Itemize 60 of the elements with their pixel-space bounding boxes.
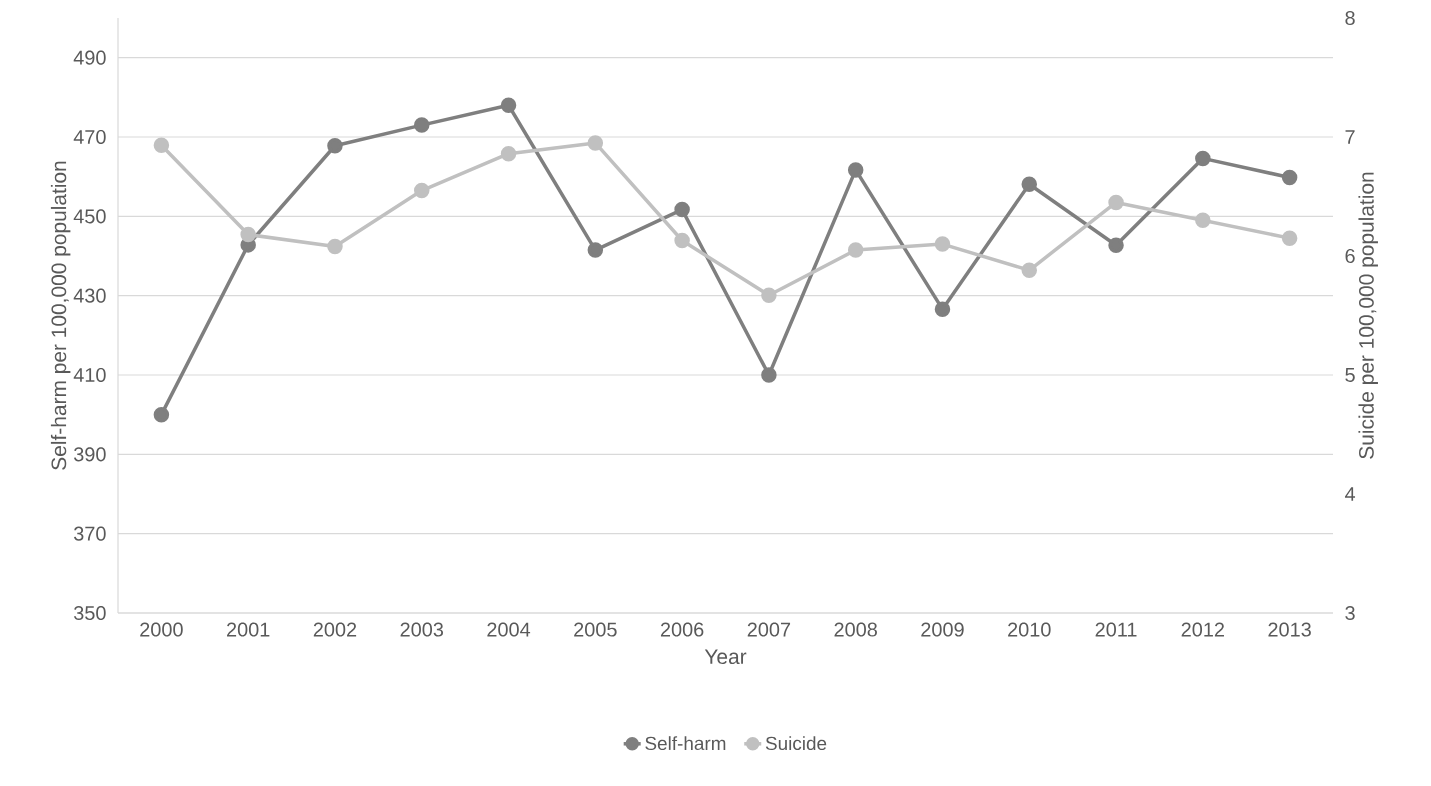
y-tick-label: 410 (73, 367, 106, 383)
legend-label: Suicide (765, 736, 827, 751)
point (500, 145, 517, 162)
x-tick-label: 2001 (227, 622, 270, 637)
y2-tick-label: 3 (1345, 605, 1355, 621)
point (1281, 230, 1298, 246)
point (1108, 194, 1124, 211)
y-axis-title: Self-harm per 100,000 population (50, 161, 71, 470)
point (327, 238, 343, 255)
point (1108, 237, 1124, 254)
point (500, 97, 517, 114)
point (153, 137, 170, 154)
x-tick-label: 2006 (660, 622, 704, 637)
y2-tick-label: 4 (1344, 487, 1356, 501)
point (761, 287, 777, 304)
y-tick-label: 470 (73, 129, 106, 145)
x-tick-label: 2007 (747, 622, 791, 637)
x-axis-title: Year (704, 649, 747, 665)
point (1021, 176, 1038, 192)
x-tick-label: 2002 (313, 622, 357, 637)
point (587, 242, 604, 258)
y-tick-label: 370 (74, 526, 106, 541)
point (1195, 150, 1211, 167)
point (153, 406, 170, 423)
point (587, 135, 604, 151)
y2-axis-title: Suicide per 100,000 population (1358, 172, 1378, 459)
y-tick-label: 490 (73, 50, 106, 65)
x-tick-label: 2012 (1181, 622, 1224, 637)
y-tick-label: 390 (74, 447, 106, 462)
point (761, 367, 777, 383)
legend-label: Self-harm (645, 736, 726, 751)
point (934, 301, 951, 317)
point (847, 162, 864, 178)
y-tick-label: 450 (73, 209, 106, 224)
x-tick-label: 2010 (1008, 622, 1051, 637)
point (240, 226, 256, 243)
y2-tick-label: 5 (1345, 368, 1355, 382)
y-tick-label: 430 (73, 288, 106, 303)
x-tick-label: 2000 (140, 622, 183, 637)
x-tick-label: 2008 (834, 622, 877, 637)
x-tick-label: 2013 (1268, 622, 1311, 637)
x-tick-label: 2011 (1095, 622, 1137, 637)
point (1195, 212, 1211, 229)
x-tick-label: 2004 (487, 622, 531, 637)
point (1281, 169, 1298, 186)
point (414, 117, 430, 133)
x-tick-label: 2003 (400, 622, 444, 637)
point (1021, 262, 1038, 279)
y-tick-label: 350 (74, 605, 106, 621)
point (674, 201, 690, 218)
point (414, 182, 430, 199)
x-tick-label: 2009 (921, 622, 964, 637)
point (847, 242, 864, 258)
point (934, 236, 951, 252)
point (327, 137, 343, 154)
y2-tick-label: 8 (1345, 10, 1355, 26)
x-tick-label: 2005 (574, 622, 617, 637)
y2-tick-label: 6 (1345, 248, 1355, 264)
y2-tick-label: 7 (1345, 130, 1355, 144)
point (674, 232, 690, 249)
